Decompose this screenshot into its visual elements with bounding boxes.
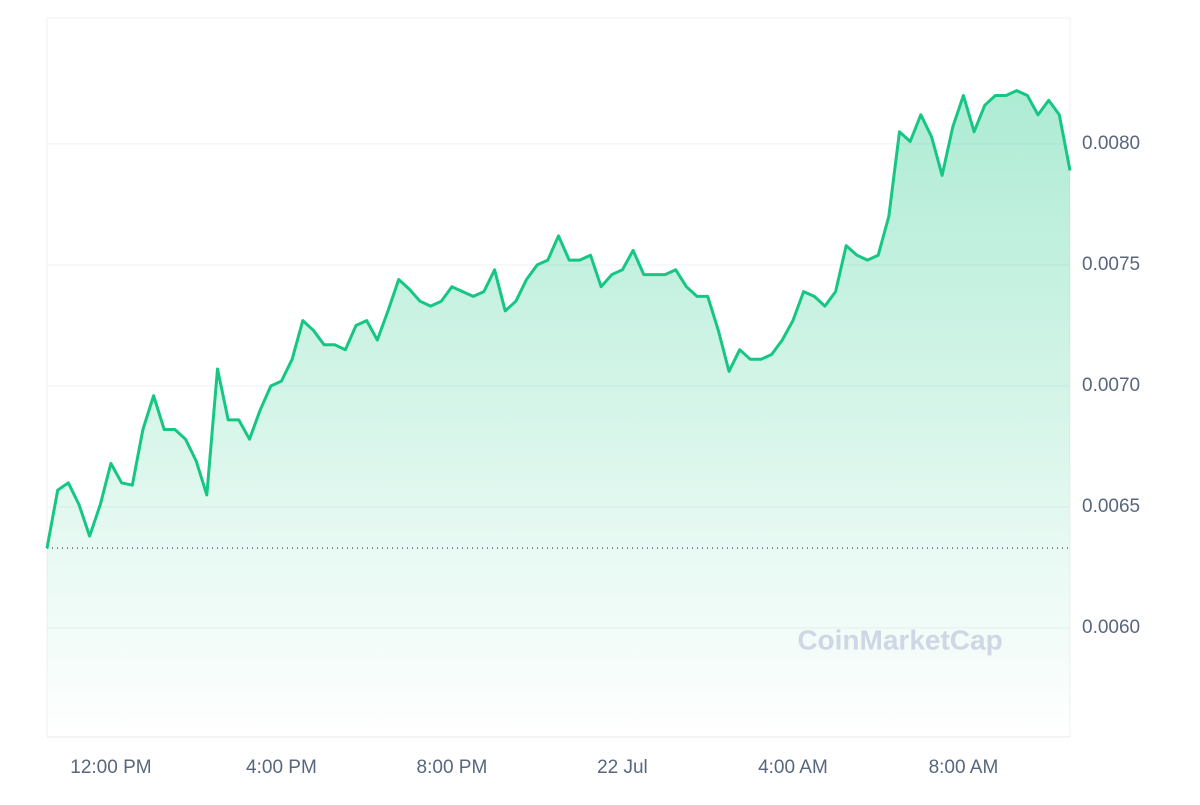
- x-tick-label: 12:00 PM: [70, 757, 151, 778]
- x-tick-label: 22 Jul: [597, 757, 648, 778]
- x-tick-label: 4:00 PM: [246, 757, 317, 778]
- x-tick-label: 8:00 PM: [417, 757, 488, 778]
- y-tick-label: 0.0075: [1082, 254, 1140, 275]
- x-tick-label: 8:00 AM: [929, 757, 999, 778]
- watermark: CoinMarketCap: [797, 624, 1002, 655]
- y-tick-label: 0.0070: [1082, 375, 1140, 396]
- area-fill: [47, 90, 1070, 738]
- y-tick-label: 0.0080: [1082, 133, 1140, 154]
- y-tick-label: 0.0060: [1082, 617, 1140, 638]
- price-line: [45, 89, 1072, 549]
- y-tick-label: 0.0065: [1082, 496, 1140, 517]
- x-tick-label: 4:00 AM: [758, 757, 828, 778]
